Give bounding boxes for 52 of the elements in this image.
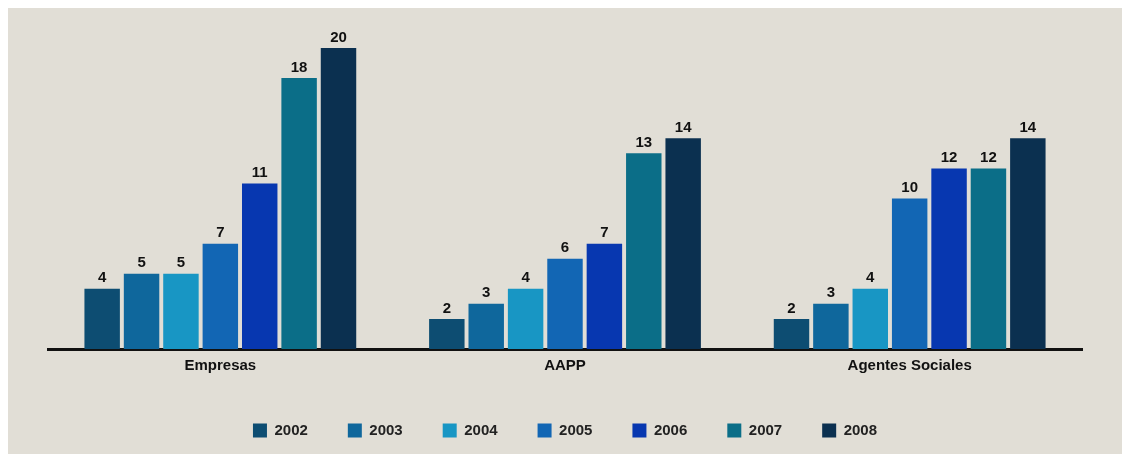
legend-label: 2003 (369, 420, 403, 438)
data-label: 4 (866, 268, 876, 286)
data-label: 2 (787, 298, 796, 316)
bar (586, 243, 623, 349)
data-label: 2 (442, 298, 451, 316)
legend-label: 2008 (843, 420, 878, 438)
legend-label: 2007 (748, 420, 783, 438)
x-tick-label: AAPP (544, 356, 586, 374)
bar (202, 243, 239, 349)
data-label: 10 (901, 178, 919, 196)
data-label: 5 (176, 253, 186, 271)
legend-label: 2004 (464, 420, 499, 438)
x-tick-label: Agentes Sociales (847, 356, 972, 374)
bar (507, 288, 544, 349)
data-label: 14 (674, 117, 693, 135)
bar (626, 153, 662, 349)
data-label: 5 (137, 253, 146, 271)
data-label: 7 (216, 223, 225, 241)
bar (931, 168, 967, 349)
bar (773, 318, 810, 349)
data-label: 11 (251, 163, 268, 181)
bar (891, 198, 928, 349)
bar (320, 48, 357, 349)
bar (970, 168, 1007, 349)
data-label: 12 (980, 148, 997, 166)
data-label: 13 (635, 132, 653, 150)
bar (281, 78, 317, 349)
bar (852, 288, 888, 349)
legend-label: 2005 (559, 420, 593, 438)
x-tick-label: Empresas (184, 356, 257, 374)
data-label: 4 (97, 268, 107, 286)
data-label: 7 (600, 223, 609, 241)
data-label: 3 (482, 283, 491, 301)
data-label: 6 (560, 238, 570, 256)
legend-label: 2006 (653, 420, 688, 438)
data-label: 12 (940, 148, 958, 166)
data-label: 20 (330, 27, 347, 45)
bar (665, 138, 701, 349)
bar (84, 288, 120, 349)
bar (429, 318, 465, 349)
data-label: 14 (1019, 117, 1037, 135)
data-label: 3 (826, 283, 836, 301)
bar (547, 258, 583, 349)
bar (242, 183, 278, 349)
bar (123, 273, 160, 349)
legend-label: 2002 (274, 420, 308, 438)
bar (163, 273, 199, 349)
bar (813, 303, 849, 349)
data-label: 4 (521, 268, 531, 286)
bar (1010, 138, 1046, 349)
data-label: 18 (290, 57, 308, 75)
bar (468, 303, 504, 349)
